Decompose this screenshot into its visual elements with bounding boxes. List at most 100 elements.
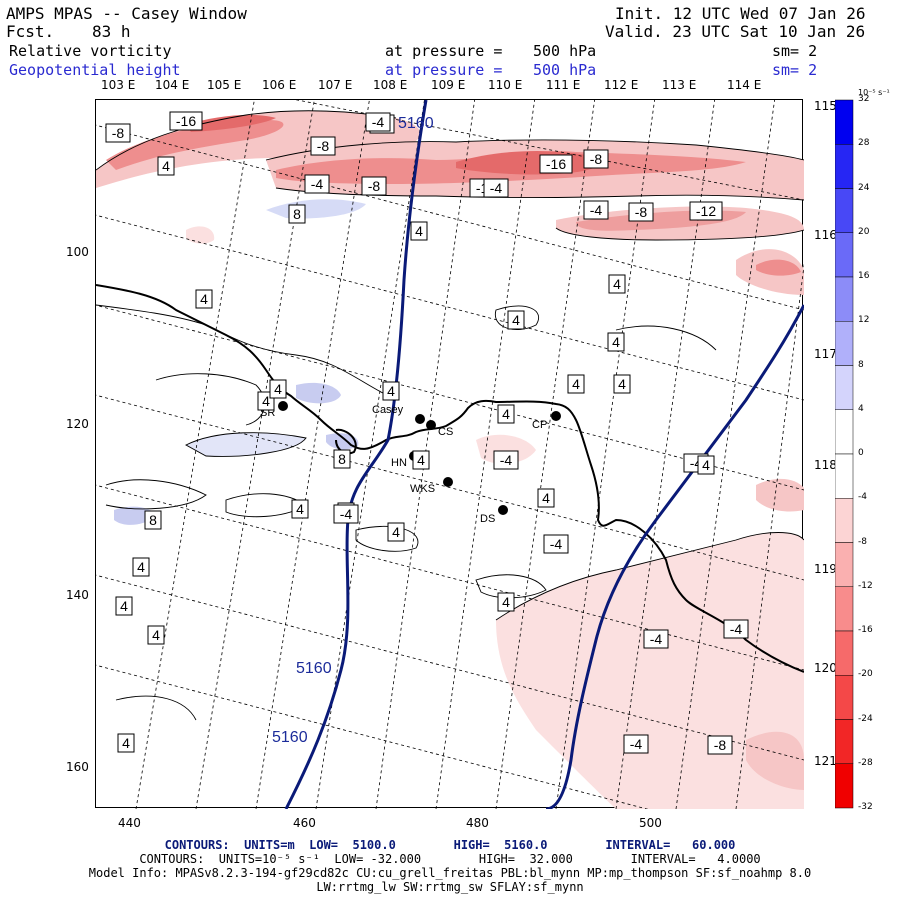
svg-text:4: 4 [137,559,145,575]
vorticity-label: -12 [689,201,723,221]
field2-pressure-label: at pressure = [385,61,503,79]
vorticity-contour-lines [95,110,805,721]
lon-label: 108 E [373,78,408,92]
svg-text:-16: -16 [546,156,566,172]
vorticity-label: 4 [697,455,715,475]
colorbar-label: -16 [858,625,873,635]
x-tick: 460 [293,816,316,830]
model-info-radiation: LW:rrtmg_lw SW:rrtmg_sw SFLAY:sf_mynn [316,880,584,894]
colorbar-swatch [835,542,854,587]
colorbar-swatch [835,630,854,676]
vorticity-label: 4 [269,379,287,399]
svg-text:-4: -4 [311,176,324,192]
svg-text:-4: -4 [490,180,503,196]
vorticity-label: -4 [365,112,391,132]
vorticity-label: 4 [291,499,309,519]
colorbar-label: -8 [858,536,867,547]
field1-smoothing: sm= 2 [772,42,818,60]
svg-text:-4: -4 [372,114,385,130]
vorticity-label: -4 [543,534,569,554]
lon-label: 107 E [318,78,353,92]
colorbar-swatch [835,321,854,366]
svg-text:4: 4 [415,223,423,239]
map-title: AMPS MPAS -- Casey Window [6,4,247,23]
lon-label: 109 E [431,78,466,92]
vorticity-label: -4 [583,200,609,220]
vorticity-label: 4 [387,522,405,542]
forecast-hour: 83 h [92,22,131,41]
vorticity-label: -8 [583,149,609,169]
vorticity-label: -4 [723,619,749,639]
init-time: Init. 12 UTC Wed 07 Jan 26 [615,4,866,23]
neg-band-top [96,110,421,188]
map-canvas: SR Casey CS CP HN WKS DS 5160 5160 5160 … [75,79,827,851]
svg-text:8: 8 [338,451,346,467]
vorticity-label: 8 [144,510,162,530]
svg-text:-16: -16 [176,113,196,129]
colorbar-label: 4 [858,403,864,414]
svg-text:4: 4 [542,490,550,506]
colorbar-swatch [835,232,854,278]
station-wks-label: WKS [410,483,435,495]
colorbar-label: 8 [858,359,864,370]
lon-label: 111 E [546,78,581,92]
vorticity-label: -8 [628,202,654,222]
vorticity-label: -8 [310,136,336,156]
vorticity-label: 4 [147,625,165,645]
height-label: 5160 [296,660,332,677]
svg-text:-8: -8 [635,204,648,220]
vorticity-label: -4 [333,504,359,524]
x-tick: 440 [118,816,141,830]
colorbar-label: 32 [858,94,870,104]
vorticity-label: 4 [132,557,150,577]
y-tick: 160 [66,760,89,774]
svg-text:4: 4 [417,452,425,468]
vorticity-label: -8 [105,123,131,143]
svg-text:4: 4 [512,312,520,328]
map-panel[interactable]: SR Casey CS CP HN WKS DS 5160 5160 5160 … [75,79,827,851]
colorbar-label: 28 [858,138,870,149]
lon-label: 113 E [662,78,697,92]
colorbar-scale [835,99,854,809]
vorticity-label: -16 [539,154,573,174]
vorticity-label: 4 [157,156,175,176]
vorticity-label: 4 [195,289,213,309]
vorticity-label: 4 [497,404,515,424]
field1-pressure-value: 500 hPa [533,42,597,60]
vorticity-label: 4 [410,221,428,241]
station-cp-label: CP [532,419,547,431]
vorticity-label: 4 [613,374,631,394]
height-label: 5160 [398,115,434,132]
field2-pressure-value: 500 hPa [533,61,597,79]
y-tick: 100 [66,245,89,259]
station-ds-label: DS [480,513,495,525]
svg-text:4: 4 [122,735,130,751]
height-contour-info: CONTOURS: UNITS=m LOW= 5100.0 HIGH= 5160… [164,838,736,852]
colorbar-swatch [835,453,854,499]
station-casey-label: Casey [372,404,404,416]
y-tick: 140 [66,588,89,602]
svg-text:4: 4 [152,627,160,643]
svg-text:4: 4 [200,291,208,307]
colorbar-label: -24 [858,713,873,724]
vorticity-label: -8 [361,176,387,196]
vorticity-label: -16 [169,111,203,131]
vorticity-contour-labels: -8-16-8-4-4-8-12-8-4-16-4-8-124844-44444… [105,111,749,755]
station-wks-marker [443,477,453,487]
field2-smoothing: sm= 2 [772,61,818,79]
vorticity-label: 4 [567,374,585,394]
neg-spot-right-core [756,259,801,276]
svg-text:-8: -8 [112,125,125,141]
field1-pressure-label: at pressure = [385,42,503,60]
pos-spot-2 [186,432,306,457]
height-label: 5160 [272,729,308,746]
vorticity-label: 4 [608,274,626,294]
colorbar-swatch [835,719,854,764]
coastline [95,284,805,673]
field2-name: Geopotential height [9,61,181,79]
neg-spot-west [186,226,215,244]
vorticity-label: -4 [304,174,330,194]
svg-text:4: 4 [387,383,395,399]
vorticity-label: -4 [483,178,509,198]
pos-spot-1 [296,382,341,404]
